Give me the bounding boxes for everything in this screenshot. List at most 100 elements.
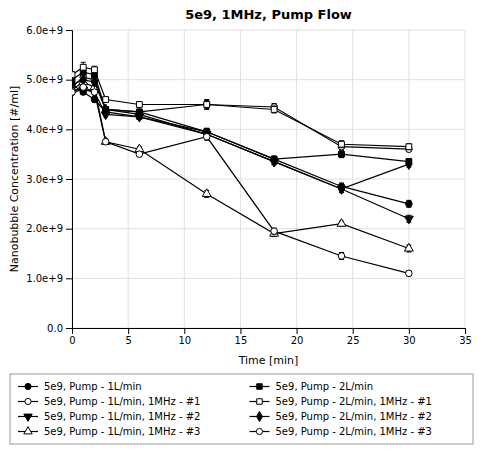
marker [271, 228, 278, 235]
legend-label: 5e9, Pump - 1L/min [44, 381, 142, 392]
legend-item: 5e9, Pump - 1L/min [18, 381, 142, 392]
legend-label: 5e9, Pump - 2L/min [276, 381, 374, 392]
legend-marker [24, 414, 32, 421]
legend-marker [256, 428, 262, 434]
marker [339, 151, 345, 157]
tick-mark [66, 179, 72, 180]
error-bar [81, 62, 86, 72]
marker [92, 67, 98, 73]
tick-mark [465, 328, 466, 334]
legend-item: 5e9, Pump - 1L/min, 1MHz - #1 [18, 396, 200, 407]
grid-line-y [72, 129, 465, 130]
error-bar [81, 85, 86, 90]
error-bar [272, 106, 277, 113]
tick-label: 6.0e+9 [26, 25, 63, 36]
tick: 1.0e+9 [26, 273, 72, 284]
marker [406, 159, 412, 170]
y-axis: 0.0 1.0e+9 2.0e+9 3.0e+9 4.0e+9 5.0e+9 6.0e+9 [26, 25, 72, 334]
legend-label: 5e9, Pump - 1L/min, 1MHz - #3 [44, 426, 200, 437]
marker [204, 129, 210, 140]
marker [203, 133, 210, 140]
marker [202, 189, 211, 197]
axis-line [66, 31, 73, 329]
tick-label: 5.0e+9 [26, 74, 63, 85]
tick-label: 4.0e+9 [26, 124, 63, 135]
tick-label: 20 [291, 335, 304, 346]
plot: 051015202530350.01.0e+92.0e+93.0e+94.0e+… [26, 25, 472, 346]
error-bar [72, 72, 75, 77]
error-bar [406, 144, 411, 150]
tick: 6.0e+9 [26, 25, 72, 36]
tick-label: 0.0 [47, 323, 63, 334]
tick: 3.0e+9 [26, 174, 72, 185]
x-axis-title: Time [min] [238, 354, 299, 367]
marker [406, 270, 413, 277]
legend-marker [257, 399, 262, 404]
tick-label: 25 [347, 335, 360, 346]
tick-mark [128, 328, 129, 334]
data [72, 62, 413, 276]
tick: 0 [69, 328, 75, 346]
error-bar [72, 90, 75, 95]
series-line [72, 77, 409, 149]
error-bar [103, 139, 108, 144]
series [72, 67, 412, 164]
x-axis: 05101520253035 [69, 328, 472, 346]
tick-mark [409, 328, 410, 334]
axis-line [73, 329, 466, 335]
error-bar [92, 90, 97, 95]
tick-mark [240, 328, 241, 334]
marker [80, 64, 86, 70]
series-line [72, 90, 409, 219]
marker [337, 219, 346, 227]
legend-label: 5e9, Pump - 2L/min, 1MHz - #2 [276, 411, 432, 422]
tick-mark [66, 278, 72, 279]
tick-label: 3.0e+9 [26, 174, 63, 185]
grid-line-y [72, 228, 465, 229]
legend-item: 5e9, Pump - 2L/min, 1MHz - #1 [250, 396, 432, 407]
tick-mark [66, 229, 72, 230]
tick: 2.0e+9 [26, 223, 72, 234]
error-bar [339, 151, 344, 158]
legend: 5e9, Pump - 1L/min 5e9, Pump - 1L/min, 1M… [10, 374, 473, 444]
tick-mark [66, 129, 72, 130]
error-bar [339, 141, 344, 148]
tick-label: 15 [235, 335, 248, 346]
marker [406, 144, 412, 150]
marker [270, 229, 279, 237]
marker [103, 97, 109, 103]
grid-line-y [72, 278, 465, 279]
series-line [72, 80, 409, 189]
error-bar [339, 253, 344, 260]
legend-label: 5e9, Pump - 2L/min, 1MHz - #1 [276, 396, 432, 407]
error-bar [72, 90, 75, 95]
marker [338, 253, 345, 260]
tick: 35 [459, 328, 472, 346]
error-bar [103, 97, 108, 102]
legend-item: 5e9, Pump - 2L/min [250, 381, 374, 392]
legend-label: 5e9, Pump - 1L/min, 1MHz - #2 [44, 411, 200, 422]
series [72, 62, 412, 149]
legend-label: 5e9, Pump - 2L/min, 1MHz - #3 [276, 426, 432, 437]
legend-frame [10, 374, 473, 444]
tick-label: 35 [459, 335, 472, 346]
marker [72, 72, 75, 78]
legend-marker [25, 383, 31, 389]
marker [102, 138, 109, 145]
grid-line-y [72, 79, 465, 80]
marker [406, 201, 413, 208]
series [72, 77, 413, 252]
series-line [72, 87, 409, 273]
error-bar [204, 101, 209, 109]
marker [339, 141, 345, 147]
tick-mark [184, 328, 185, 334]
tick: 4.0e+9 [26, 124, 72, 135]
tick: 5.0e+9 [26, 74, 72, 85]
error-bar [103, 139, 108, 144]
series [72, 74, 412, 194]
error-bar [204, 133, 209, 140]
marker [271, 156, 277, 167]
tick-label: 0 [69, 335, 75, 346]
tick: 0.0 [47, 323, 72, 334]
marker [136, 102, 142, 108]
